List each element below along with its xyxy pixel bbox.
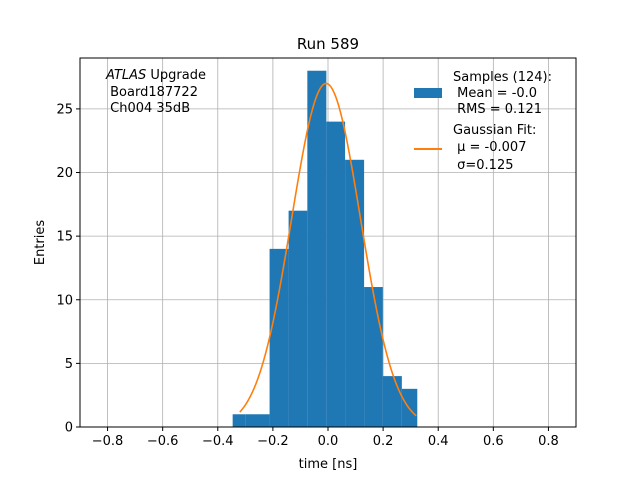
annotation-upgrade: Upgrade: [146, 68, 206, 83]
x-tick-label: 0.4: [428, 434, 449, 449]
x-axis-ticks: −0.8 −0.6 −0.4 −0.2 0.0 0.2 0.4 0.6 0.8: [92, 427, 559, 449]
histogram-bar: [269, 248, 289, 427]
gaussian-fit-layer: [239, 82, 417, 417]
y-tick-label: 0: [65, 421, 73, 436]
legend-fit-line-1: Gaussian Fit:: [453, 123, 536, 138]
y-tick-label: 15: [56, 230, 73, 245]
annotation-line-3: Ch004 35dB: [106, 101, 190, 116]
legend-samples-mean: Mean = -0.0: [453, 86, 537, 101]
x-tick-label: 0.6: [483, 434, 504, 449]
x-tick-label: −0.4: [202, 434, 234, 449]
histogram-bar: [288, 210, 308, 427]
x-tick-label: −0.6: [147, 434, 179, 449]
legend-samples-swatch: [414, 88, 442, 98]
annotation-atlas: ATLAS: [105, 68, 146, 83]
y-axis-label: Entries: [33, 220, 48, 266]
y-tick-label: 5: [65, 357, 73, 372]
x-tick-label: −0.8: [92, 434, 124, 449]
histogram-bar: [232, 414, 246, 427]
legend-fit-sigma: σ=0.125: [453, 158, 513, 173]
histogram-bar: [345, 159, 365, 428]
legend-samples-line-1: Samples (124):: [453, 70, 552, 85]
legend-samples-rms: RMS = 0.121: [453, 102, 542, 117]
y-axis-ticks: 0 5 10 15 20 25: [56, 102, 80, 436]
histogram-bar: [245, 414, 270, 427]
atlas-annotation: ATLAS Upgrade Board187722 Ch004 35dB: [105, 68, 206, 116]
y-tick-label: 20: [56, 166, 73, 181]
x-axis-label: time [ns]: [299, 457, 358, 472]
histogram-bars: [232, 70, 418, 428]
annotation-line-1: ATLAS Upgrade: [105, 68, 206, 83]
y-tick-label: 10: [56, 293, 73, 308]
legend-fit-mu: μ = -0.007: [453, 140, 526, 155]
histogram-bar: [326, 121, 346, 427]
x-tick-label: 0.0: [318, 434, 339, 449]
x-tick-label: −0.2: [257, 434, 289, 449]
legend: Samples (124): Mean = -0.0 RMS = 0.121 G…: [414, 70, 552, 173]
x-tick-label: 0.2: [373, 434, 394, 449]
histogram-bar: [307, 70, 327, 428]
gaussian-fit-curve: [239, 82, 417, 417]
x-tick-label: 0.8: [538, 434, 559, 449]
histogram-bar: [382, 376, 402, 427]
annotation-line-2: Board187722: [106, 85, 198, 100]
chart-title: Run 589: [297, 35, 359, 53]
y-tick-label: 25: [56, 102, 73, 117]
histogram-bar: [364, 287, 383, 427]
